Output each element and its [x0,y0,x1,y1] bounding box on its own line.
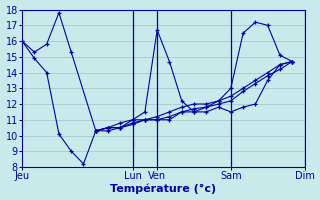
X-axis label: Température (°c): Température (°c) [110,184,216,194]
